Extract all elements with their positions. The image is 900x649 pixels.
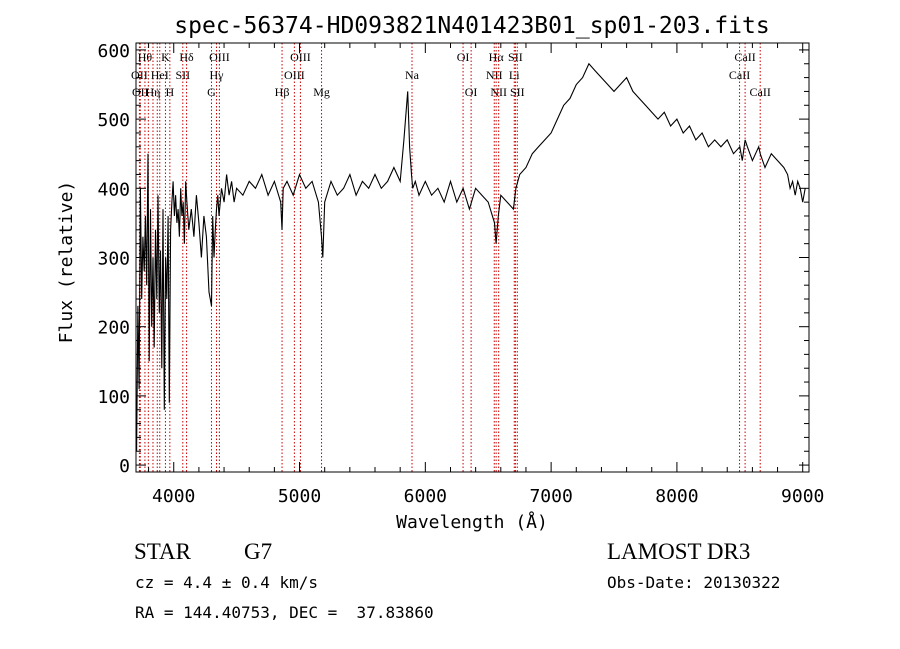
- y-tick-label: 0: [119, 456, 130, 477]
- obs-date: Obs-Date: 20130322: [607, 573, 781, 592]
- line-marker-label: Li: [509, 68, 520, 82]
- line-markers: OIIOIIHθHηHeIKHSIIHδGHγOIIIHβOIIIOIIIMgN…: [131, 43, 771, 472]
- survey-name: LAMOST DR3: [607, 539, 751, 564]
- y-axis: 0 100 200 300 400 500 600: [97, 41, 809, 477]
- plot-frame: [135, 42, 810, 473]
- x-tick-label: 6000: [404, 486, 447, 507]
- line-marker-label: HeI: [151, 68, 169, 82]
- x-tick-label: 7000: [529, 486, 572, 507]
- line-marker-label: CaII: [750, 85, 771, 99]
- line-marker-label: OII: [131, 68, 148, 82]
- subclass: G7: [244, 539, 273, 564]
- line-marker-label: H: [166, 85, 175, 99]
- line-marker-label: K: [161, 50, 170, 64]
- y-tick-label: 500: [97, 110, 130, 131]
- line-marker-label: Hβ: [275, 85, 290, 99]
- line-marker-label: OIII: [290, 50, 311, 64]
- line-marker-label: OI: [457, 50, 470, 64]
- coordinates-text: RA = 144.40753, DEC = 37.83860: [135, 603, 434, 622]
- line-marker-label: CaII: [729, 68, 750, 82]
- line-marker-label: Hη: [146, 85, 161, 99]
- line-marker-label: Na: [405, 68, 420, 82]
- y-tick-label: 300: [97, 249, 130, 270]
- y-tick-label: 400: [97, 179, 130, 200]
- y-tick-label: 100: [97, 387, 130, 408]
- y-axis-label: Flux (relative): [56, 181, 77, 344]
- x-axis-label: Wavelength (Å): [396, 511, 548, 533]
- line-marker-label: NII: [486, 68, 503, 82]
- spectrum-line: [136, 62, 806, 452]
- line-marker-label: SII: [175, 68, 190, 82]
- line-marker-label: OIII: [284, 68, 305, 82]
- line-marker-label: SII: [508, 50, 523, 64]
- x-tick-label: 9000: [781, 486, 824, 507]
- y-tick-label: 600: [97, 41, 130, 62]
- object-class: STAR: [134, 539, 191, 564]
- x-tick-label: 5000: [278, 486, 321, 507]
- velocity-text: cz = 4.4 ± 0.4 km/s: [135, 573, 319, 592]
- line-marker-label: OIII: [209, 50, 230, 64]
- line-marker-label: Hδ: [179, 50, 194, 64]
- line-marker-label: NII: [490, 85, 507, 99]
- line-marker-label: Hθ: [138, 50, 153, 64]
- y-tick-label: 200: [97, 318, 130, 339]
- line-marker-label: OI: [465, 85, 478, 99]
- line-marker-label: G: [207, 85, 216, 99]
- x-tick-label: 8000: [655, 486, 698, 507]
- line-marker-label: Hγ: [210, 68, 225, 82]
- line-marker-label: SII: [510, 85, 525, 99]
- chart-title: spec-56374-HD093821N401423B01_sp01-203.f…: [174, 13, 769, 39]
- line-marker-label: Hα: [489, 50, 505, 64]
- x-tick-label: 4000: [152, 486, 195, 507]
- line-marker-label: CaII: [734, 50, 755, 64]
- line-marker-label: Mg: [313, 85, 330, 99]
- x-axis: 4000 5000 6000 7000 8000 9000: [148, 43, 824, 507]
